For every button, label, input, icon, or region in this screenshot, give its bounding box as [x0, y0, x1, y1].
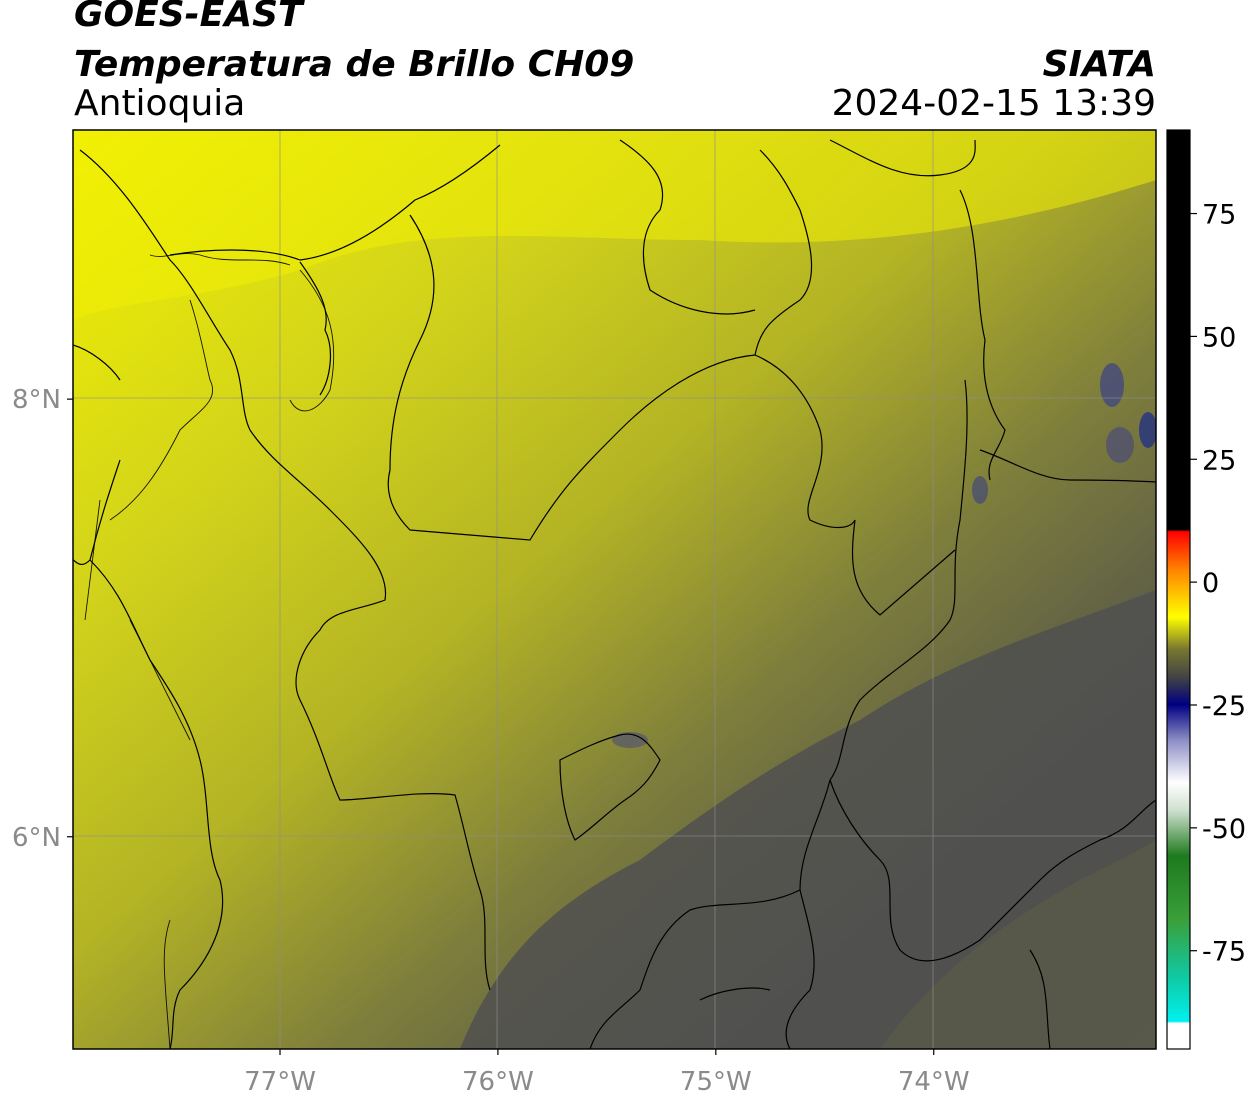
timestamp-label: 2024-02-15 13:39 — [831, 83, 1156, 124]
colorbar — [1167, 130, 1190, 1049]
map-frame — [72, 129, 1157, 1050]
lon-tick-label: 77°W — [244, 1067, 316, 1097]
lon-tick-label: 75°W — [680, 1067, 752, 1097]
region-label: Antioquia — [74, 83, 246, 124]
lon-tick-label: 76°W — [462, 1067, 534, 1097]
colorbar-tick-label: 75 — [1202, 200, 1236, 231]
colorbar-ticks: 75 50 25 0 -25 -50 -75 — [1190, 200, 1246, 968]
lon-tick-label: 74°W — [898, 1067, 970, 1097]
satellite-title: GOES-EAST — [74, 0, 303, 35]
lat-tick-label: 6°N — [12, 823, 61, 853]
organization-label: SIATA — [1042, 44, 1156, 85]
longitude-ticks: 77°W 76°W 75°W 74°W — [244, 1049, 970, 1097]
product-title: Temperatura de Brillo CH09 — [74, 44, 635, 85]
graticule — [73, 130, 1156, 1049]
lat-tick-label: 8°N — [12, 385, 61, 415]
coastline — [84, 253, 335, 1049]
colorbar-tick-label: 50 — [1202, 322, 1236, 353]
colorbar-tick-label: -50 — [1202, 814, 1246, 845]
brightness-temperature-field — [73, 130, 1156, 1049]
colorbar-tick-label: -75 — [1202, 937, 1246, 968]
colorbar-tick-label: 25 — [1202, 445, 1236, 476]
colorbar-tick-label: 0 — [1202, 568, 1219, 599]
colorbar-frame — [1166, 129, 1191, 1050]
colorbar-tick-label: -25 — [1202, 691, 1246, 722]
latitude-ticks: 8°N 6°N — [12, 385, 73, 853]
